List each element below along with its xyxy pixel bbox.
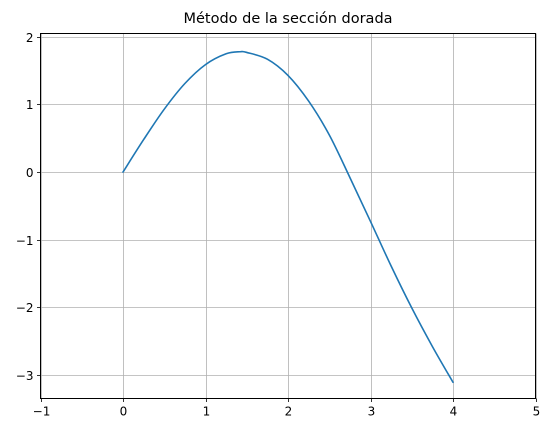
x-tick-label: 3 [368,405,376,419]
x-tick-label: 4 [450,405,458,419]
ticks: −1 0 1 2 3 4 5 −3 −2 −1 0 1 2 [16,31,541,419]
y-tick-label: 2 [26,31,34,45]
y-tick-label: −3 [16,369,34,383]
x-tick-label: 1 [203,405,211,419]
series-line [122,50,454,384]
plot-frame [40,33,536,399]
y-tick-label: 0 [26,166,34,180]
x-tick-label: 5 [533,405,541,419]
y-tick-label: −2 [16,301,34,315]
y-tick-label: −1 [16,234,34,248]
x-tick-label: −1 [33,405,51,419]
x-tick-label: 0 [120,405,128,419]
grid [40,33,537,399]
chart-title: Método de la sección dorada [183,11,392,27]
series-layer [122,50,454,384]
y-tick-label: 1 [26,98,34,112]
x-tick-label: 2 [285,405,293,419]
